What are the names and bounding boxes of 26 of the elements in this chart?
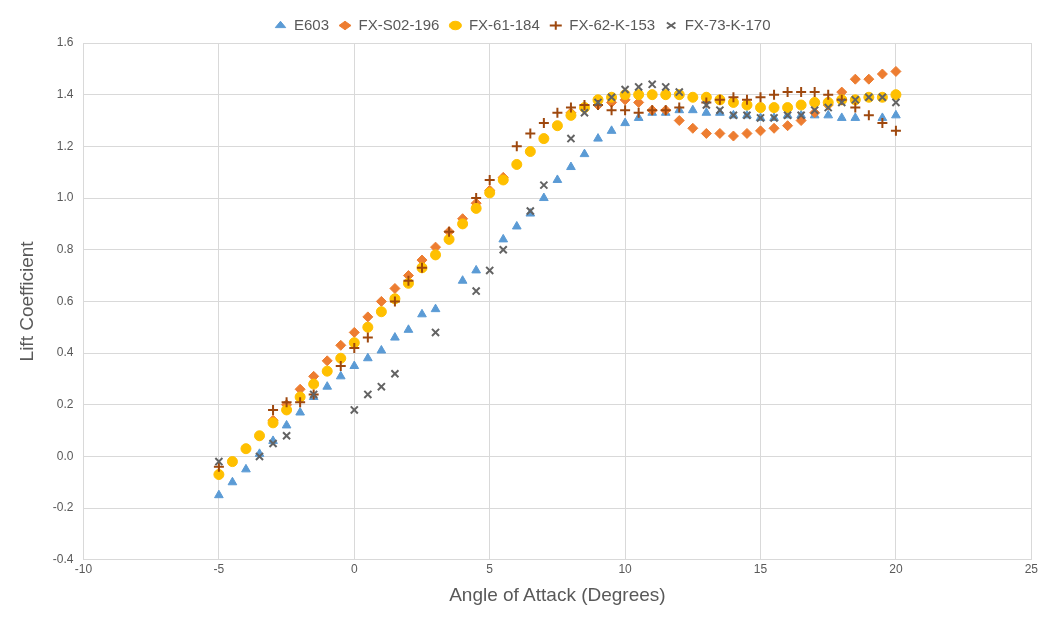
x-tick-label: 25 bbox=[1024, 562, 1039, 577]
y-axis-title: Lift Coefficient bbox=[15, 240, 37, 362]
y-tick-label: -0.4 bbox=[52, 552, 74, 567]
x-tick-label: 5 bbox=[486, 562, 494, 577]
x-tick-label: 10 bbox=[618, 562, 633, 577]
y-tick-label: 0.8 bbox=[56, 242, 74, 257]
legend-label: FX-61-184 bbox=[468, 15, 540, 33]
y-tick-label: 0.2 bbox=[56, 397, 74, 412]
x-tick-label: 0 bbox=[350, 562, 358, 577]
x-axis-title: Angle of Attack (Degrees) bbox=[449, 583, 666, 605]
x-tick-label: -5 bbox=[213, 562, 225, 577]
legend-label: E603 bbox=[293, 15, 330, 33]
y-tick-label: -0.2 bbox=[52, 500, 74, 515]
x-tick-label: 20 bbox=[889, 562, 903, 577]
y-tick-label: 0.6 bbox=[56, 293, 74, 308]
y-tick-label: 1.0 bbox=[56, 190, 74, 205]
y-tick-label: 1.4 bbox=[56, 86, 74, 101]
y-tick-label: 0.4 bbox=[56, 345, 74, 360]
legend-label: FX-62-K-153 bbox=[569, 15, 656, 33]
y-tick-label: 0.0 bbox=[56, 448, 74, 463]
legend-label: FX-S02-196 bbox=[358, 15, 440, 33]
legend-label: FX-73-K-170 bbox=[684, 15, 771, 33]
x-tick-label: -10 bbox=[74, 562, 93, 577]
x-tick-label: 15 bbox=[753, 562, 768, 577]
y-tick-label: 1.2 bbox=[56, 138, 74, 153]
y-tick-label: 1.6 bbox=[56, 35, 74, 50]
